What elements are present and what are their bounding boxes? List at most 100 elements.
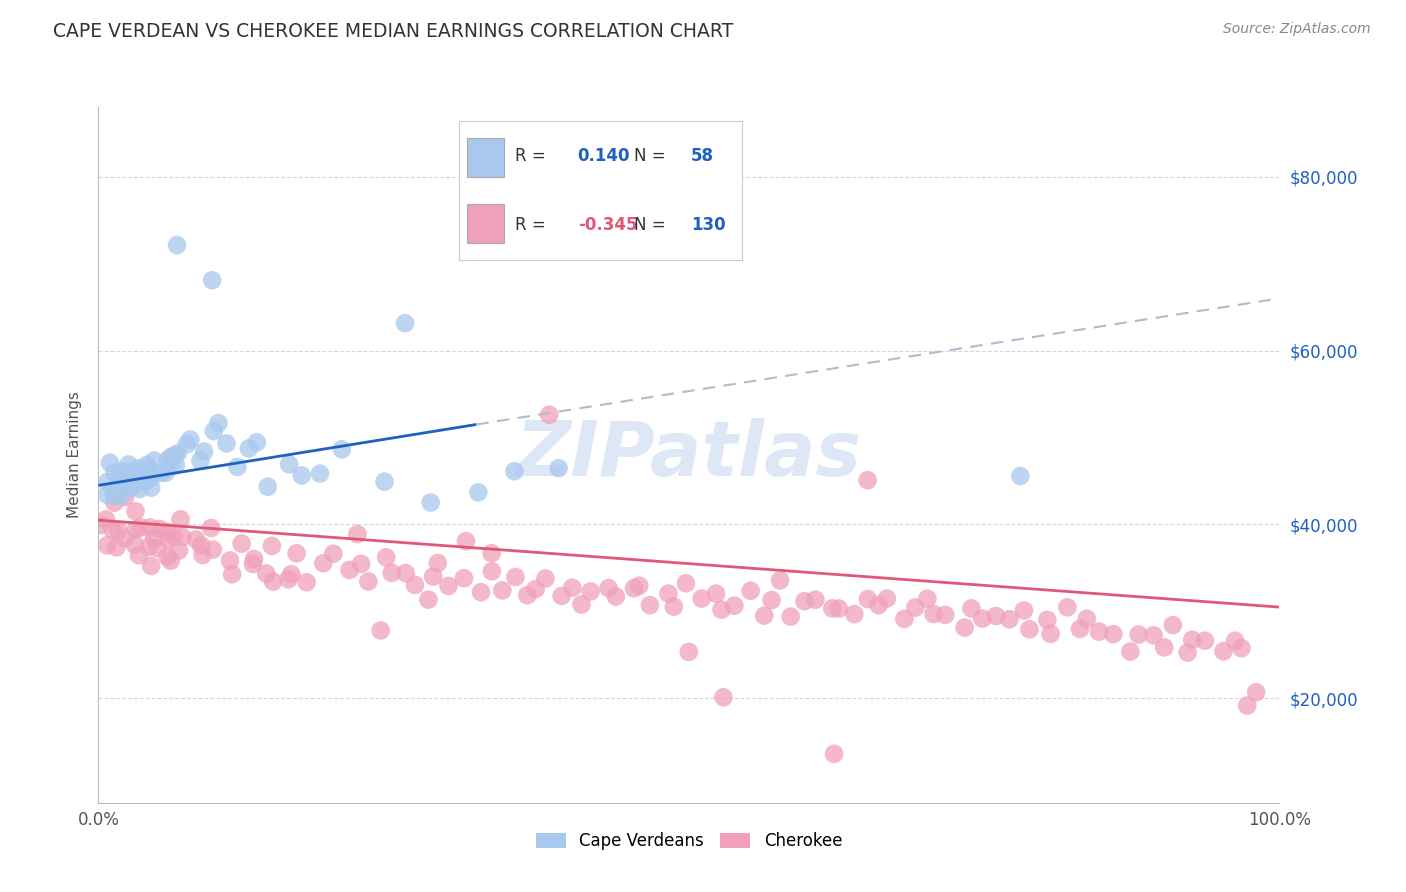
Point <box>107 524 129 538</box>
Point <box>375 550 398 565</box>
Point <box>769 574 792 588</box>
Point <box>984 609 1007 624</box>
Point <box>160 457 183 471</box>
Point <box>124 537 146 551</box>
Point <box>103 489 125 503</box>
Point <box>156 452 179 467</box>
Y-axis label: Median Earnings: Median Earnings <box>67 392 83 518</box>
Point <box>139 520 162 534</box>
Point <box>129 520 152 534</box>
Point <box>904 600 927 615</box>
Point <box>876 591 898 606</box>
Point <box>893 612 915 626</box>
Point <box>143 532 166 546</box>
Point <box>149 522 172 536</box>
Point <box>226 459 249 474</box>
Point <box>101 523 124 537</box>
Point <box>167 543 190 558</box>
Point <box>103 466 125 480</box>
Point <box>467 485 489 500</box>
Point <box>136 458 159 472</box>
Point <box>422 569 444 583</box>
Point <box>934 607 956 622</box>
Point <box>254 566 277 581</box>
Point <box>998 612 1021 626</box>
Point <box>201 273 224 287</box>
Point <box>150 466 173 480</box>
Point <box>163 449 186 463</box>
Point <box>370 624 392 638</box>
Point <box>146 541 169 555</box>
Point <box>246 435 269 450</box>
Point <box>128 548 150 562</box>
Point <box>262 574 284 589</box>
Point <box>169 512 191 526</box>
Point <box>156 549 179 564</box>
Point <box>110 466 132 480</box>
Point <box>793 594 815 608</box>
Point <box>804 592 827 607</box>
Point <box>312 556 335 570</box>
Point <box>1056 600 1078 615</box>
Point <box>972 611 994 625</box>
Point <box>219 553 242 567</box>
Point <box>704 586 727 600</box>
Point <box>381 566 404 580</box>
Point <box>524 582 547 596</box>
Point <box>242 557 264 571</box>
Point <box>117 477 139 491</box>
Point <box>96 538 118 552</box>
Point <box>200 521 222 535</box>
Point <box>134 472 156 486</box>
Point <box>118 482 141 496</box>
Point <box>98 456 121 470</box>
Point <box>114 490 136 504</box>
Point <box>172 530 194 544</box>
Point <box>571 598 593 612</box>
Point <box>117 465 139 479</box>
Point <box>125 468 148 483</box>
Point <box>710 602 733 616</box>
Point <box>125 523 148 537</box>
Point <box>761 593 783 607</box>
Point <box>1010 469 1032 483</box>
Point <box>156 524 179 539</box>
Point <box>1143 628 1166 642</box>
Point <box>260 539 283 553</box>
Point <box>418 592 440 607</box>
Point <box>190 453 212 467</box>
Point <box>143 453 166 467</box>
Text: ZIPatlas: ZIPatlas <box>516 418 862 491</box>
Point <box>165 458 187 473</box>
Point <box>453 571 475 585</box>
Point <box>309 467 332 481</box>
Point <box>1153 640 1175 655</box>
Point <box>330 442 353 457</box>
Point <box>1088 624 1111 639</box>
Point <box>162 529 184 543</box>
Point <box>1230 641 1253 656</box>
Point <box>105 541 128 555</box>
Point <box>350 557 373 571</box>
Point <box>657 586 679 600</box>
Point <box>207 416 229 430</box>
Point <box>561 581 583 595</box>
Point <box>395 566 418 580</box>
Point <box>713 690 735 705</box>
Point <box>124 504 146 518</box>
Point <box>285 546 308 560</box>
Point <box>243 552 266 566</box>
Point <box>690 591 713 606</box>
Point <box>141 558 163 573</box>
Point <box>623 582 645 596</box>
Text: CAPE VERDEAN VS CHEROKEE MEDIAN EARNINGS CORRELATION CHART: CAPE VERDEAN VS CHEROKEE MEDIAN EARNINGS… <box>53 22 734 41</box>
Point <box>605 590 627 604</box>
Point <box>470 585 492 599</box>
Point <box>155 466 177 480</box>
Point <box>374 475 396 489</box>
Point <box>491 583 513 598</box>
Point <box>662 599 685 614</box>
Point <box>134 475 156 489</box>
Point <box>598 581 620 595</box>
Point <box>505 570 527 584</box>
